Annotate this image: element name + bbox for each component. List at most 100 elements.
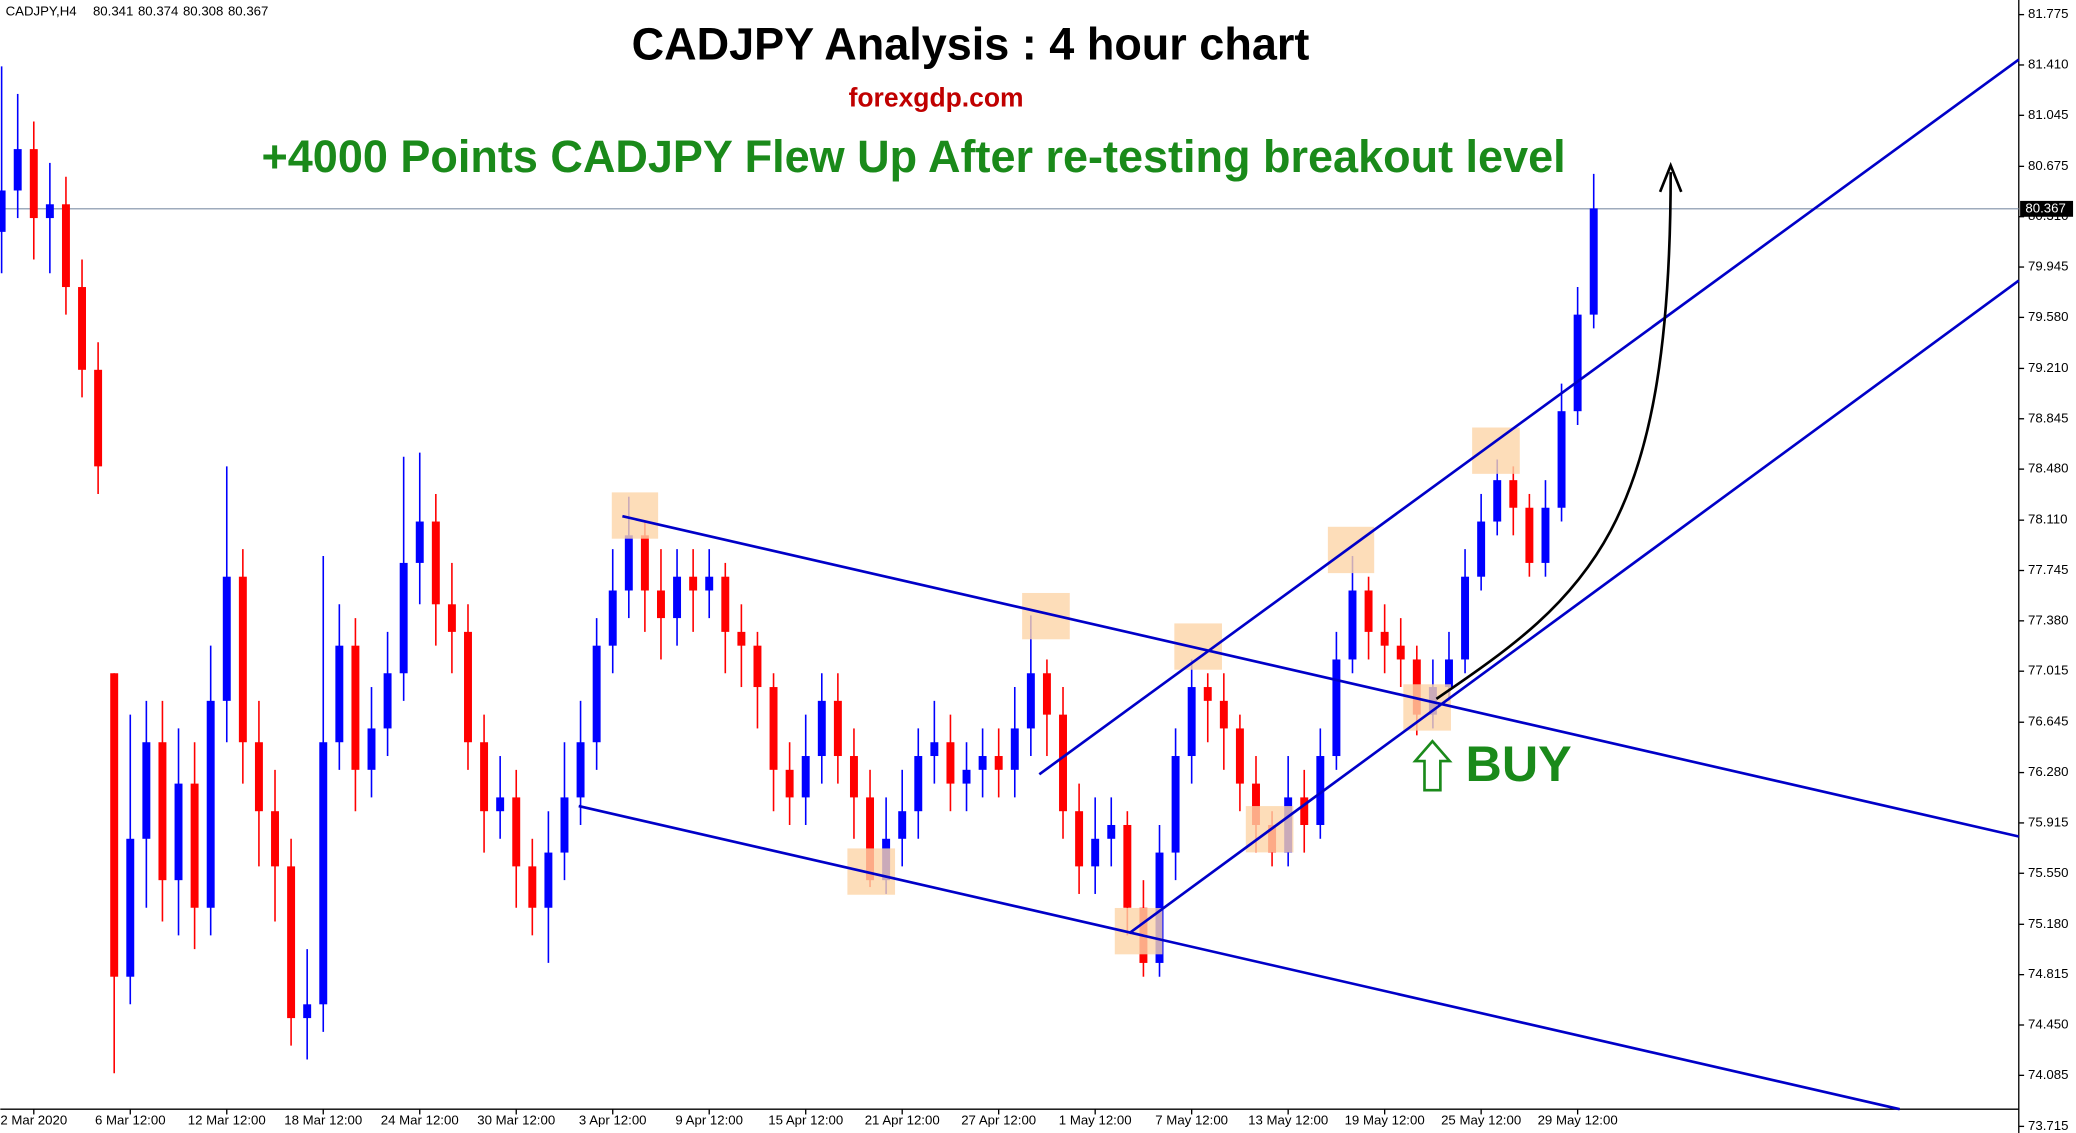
candle-body — [753, 645, 762, 688]
candle-body — [785, 769, 794, 798]
highlights — [611, 427, 1520, 955]
candle-body — [1187, 687, 1196, 757]
ohlc-value: 80.374 — [138, 3, 178, 18]
candle-body — [1525, 507, 1534, 563]
trendline — [578, 804, 1900, 1111]
candle-body — [737, 631, 746, 646]
highlight — [1472, 427, 1520, 474]
y-tick-label: 77.015 — [2028, 663, 2068, 678]
candle-body — [866, 797, 875, 881]
candle-body — [833, 700, 842, 757]
candle-body — [1396, 645, 1405, 660]
candle-body — [45, 204, 54, 219]
candle-body — [29, 149, 38, 219]
candle-body — [1364, 590, 1373, 632]
headline: +4000 Points CADJPY Flew Up After re-tes… — [262, 131, 1566, 182]
candle-body — [1300, 797, 1309, 825]
y-tick-label: 78.110 — [2028, 512, 2067, 527]
candle-body — [190, 783, 199, 908]
y-tick-label: 81.775 — [2028, 6, 2068, 21]
candle-body — [1509, 480, 1518, 508]
chart-title: CADJPY Analysis : 4 hour chart — [632, 19, 1310, 70]
candle-body — [206, 700, 215, 908]
y-tick-label: 79.945 — [2028, 259, 2068, 274]
candle-body — [13, 149, 22, 191]
price-label: 80.367 — [2025, 200, 2065, 215]
candle-body — [126, 838, 135, 977]
ohlc-value: 80.341 — [93, 3, 133, 18]
candle-body — [1589, 208, 1598, 315]
y-tick-label: 80.675 — [2028, 158, 2068, 173]
candle-body — [1316, 756, 1325, 825]
trendlines — [578, 58, 2020, 1111]
candle-body — [174, 783, 183, 881]
candle-body — [657, 590, 665, 619]
candle-body — [1332, 659, 1341, 757]
candle-body — [1107, 824, 1116, 839]
y-tick-label: 81.045 — [2028, 107, 2068, 122]
highlight — [847, 848, 896, 895]
ohlc-value: 80.308 — [183, 3, 223, 18]
candle-body — [271, 811, 279, 867]
y-tick-label: 76.280 — [2028, 764, 2068, 779]
candle-body — [480, 742, 489, 812]
y-tick-label: 75.550 — [2028, 865, 2068, 880]
y-tick-label: 74.085 — [2028, 1067, 2068, 1082]
candle-body — [817, 700, 826, 757]
x-tick-label: 13 May 12:00 — [1248, 1113, 1328, 1128]
candle-body — [801, 756, 810, 798]
candle-body — [222, 576, 231, 701]
symbol: CADJPY,H4 — [6, 3, 77, 18]
candle-body — [512, 797, 521, 867]
y-tick-label: 79.210 — [2028, 360, 2068, 375]
candle-body — [1075, 811, 1084, 867]
candle-body — [1203, 687, 1212, 701]
candle-body — [1091, 838, 1100, 867]
candle-body — [560, 797, 569, 853]
y-tick-label: 74.815 — [2028, 966, 2068, 981]
candle-body — [1557, 411, 1566, 508]
candle-body — [1010, 728, 1019, 770]
y-tick-label: 79.580 — [2028, 309, 2068, 324]
highlight — [1403, 684, 1451, 731]
candle-body — [640, 535, 649, 591]
y-tick-label: 78.845 — [2028, 410, 2068, 425]
candle-body — [238, 576, 247, 743]
candle-body — [624, 535, 633, 591]
y-tick-label: 77.745 — [2028, 562, 2068, 577]
y-tick-label: 73.715 — [2028, 1118, 2068, 1133]
x-tick-label: 6 Mar 12:00 — [95, 1113, 166, 1128]
curved-arrow — [1435, 172, 1673, 700]
candle-body — [544, 852, 553, 908]
x-tick-label: 29 May 12:00 — [1538, 1113, 1618, 1128]
candle-body — [254, 742, 263, 812]
candle-body — [447, 604, 456, 632]
candle-body — [1123, 824, 1132, 908]
candle-body — [673, 576, 682, 619]
candle-body — [1026, 673, 1035, 729]
candle-body — [1171, 756, 1180, 853]
x-tick-label: 12 Mar 12:00 — [188, 1113, 266, 1128]
candle-body — [994, 756, 1003, 770]
candle-body — [689, 576, 698, 591]
candle-body — [1477, 521, 1486, 577]
candle-body — [608, 590, 617, 646]
candle-body — [705, 576, 714, 591]
candle-body — [158, 742, 167, 881]
x-tick-label: 9 Apr 12:00 — [675, 1113, 743, 1128]
candle-body — [94, 369, 103, 467]
candle-body — [399, 562, 408, 674]
trendline — [1038, 58, 2020, 776]
candle-body — [415, 521, 424, 563]
candle-body — [898, 811, 907, 839]
annotations — [578, 58, 2020, 1111]
trendline — [1128, 279, 2020, 935]
x-tick-label: 25 May 12:00 — [1441, 1113, 1521, 1128]
candle-body — [1493, 480, 1502, 522]
candle-body — [978, 756, 987, 770]
candle-body — [1155, 852, 1164, 963]
candle-body — [0, 190, 6, 232]
price-box — [2020, 200, 2074, 217]
